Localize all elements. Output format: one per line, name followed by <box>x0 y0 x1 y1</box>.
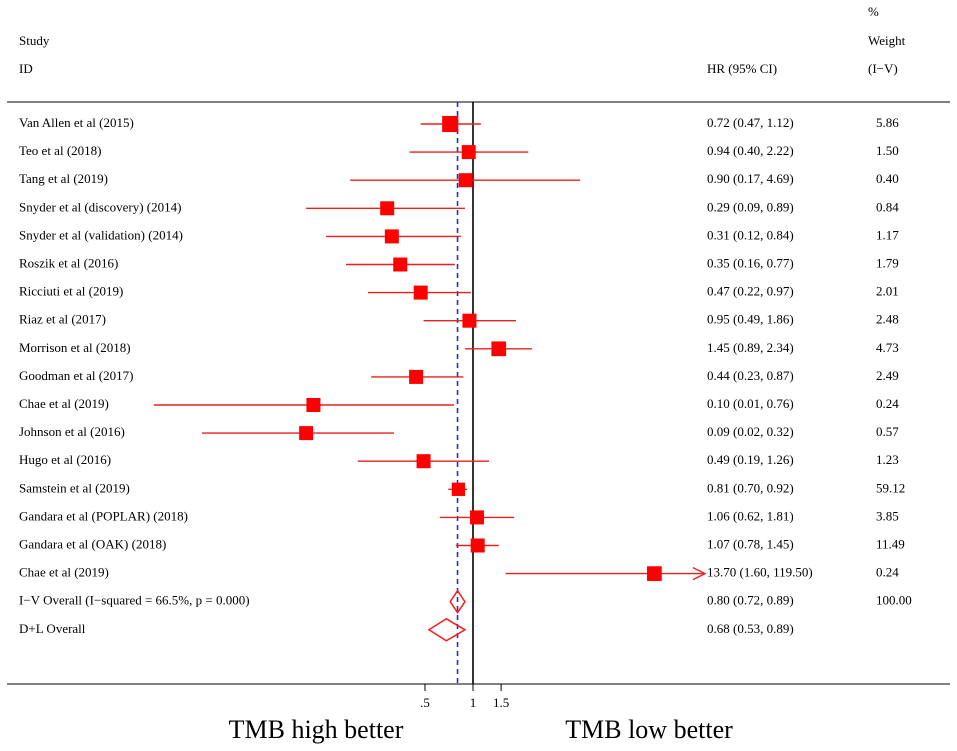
hr-value: 0.31 (0.12, 0.84) <box>707 227 794 242</box>
study-label: Samstein et al (2019) <box>19 480 130 495</box>
header-weight: Weight <box>868 33 906 48</box>
weight-value: 5.86 <box>876 115 899 130</box>
estimate-marker <box>470 538 485 553</box>
estimate-marker <box>451 482 466 496</box>
weight-value: 0.24 <box>876 565 899 580</box>
header-study: Study <box>19 33 50 48</box>
estimate-marker <box>299 426 314 441</box>
hr-value: 0.90 (0.17, 4.69) <box>707 171 794 186</box>
overall-hr-value: 0.68 (0.53, 0.89) <box>707 621 794 636</box>
right-direction-label: TMB low better <box>565 715 733 744</box>
study-label: Gandara et al (POPLAR) (2018) <box>19 508 188 523</box>
estimate-marker <box>306 398 321 412</box>
overall-hr-value: 0.80 (0.72, 0.89) <box>707 593 794 608</box>
study-label: Morrison et al (2018) <box>19 340 131 355</box>
weight-value: 1.23 <box>876 452 899 467</box>
study-label: Teo et al (2018) <box>19 143 101 158</box>
overall-weight-value: 100.00 <box>876 593 912 608</box>
weight-value: 2.01 <box>876 284 899 299</box>
estimate-marker <box>416 454 431 469</box>
estimate-marker <box>470 510 485 525</box>
study-label: Riaz et al (2017) <box>19 312 106 327</box>
hr-value: 1.07 (0.78, 1.45) <box>707 536 794 551</box>
header-hr: HR (95% CI) <box>707 61 777 76</box>
overall-diamond <box>449 589 466 615</box>
estimate-marker <box>393 257 408 272</box>
estimate-marker <box>458 173 473 188</box>
hr-value: 0.94 (0.40, 2.22) <box>707 143 794 158</box>
hr-value: 13.70 (1.60, 119.50) <box>707 565 813 580</box>
study-label: Gandara et al (OAK) (2018) <box>19 536 166 551</box>
weight-value: 1.50 <box>876 143 899 158</box>
hr-value: 0.35 (0.16, 0.77) <box>707 255 794 270</box>
header-weight-method: (I−V) <box>868 61 898 76</box>
ci-arrow <box>692 566 707 581</box>
estimate-marker <box>461 145 476 160</box>
estimate-marker <box>384 229 399 244</box>
weight-value: 59.12 <box>876 480 905 495</box>
study-label: Tang et al (2019) <box>19 171 108 186</box>
estimate-marker <box>409 369 424 384</box>
header-id: ID <box>19 61 33 76</box>
weight-value: 3.85 <box>876 508 899 523</box>
x-tick-label: 1.5 <box>493 695 509 710</box>
estimate-marker <box>413 285 428 300</box>
weight-value: 0.57 <box>876 424 899 439</box>
left-direction-label: TMB high better <box>229 715 404 744</box>
hr-value: 0.72 (0.47, 1.12) <box>707 115 794 130</box>
hr-value: 0.95 (0.49, 1.86) <box>707 312 794 327</box>
hr-value: 0.44 (0.23, 0.87) <box>707 368 794 383</box>
x-tick-label: 1 <box>470 695 477 710</box>
study-label: Chae et al (2019) <box>19 565 109 580</box>
weight-value: 2.48 <box>876 312 899 327</box>
estimate-marker <box>380 201 395 216</box>
study-label: Chae et al (2019) <box>19 396 109 411</box>
study-label: Snyder et al (validation) (2014) <box>19 227 183 242</box>
hr-value: 0.49 (0.19, 1.26) <box>707 452 794 467</box>
estimate-marker <box>491 341 507 357</box>
hr-value: 0.29 (0.09, 0.89) <box>707 199 794 214</box>
study-label: Roszik et al (2016) <box>19 255 118 270</box>
hr-value: 1.45 (0.89, 2.34) <box>707 340 794 355</box>
hr-value: 0.10 (0.01, 0.76) <box>707 396 794 411</box>
weight-value: 2.49 <box>876 368 899 383</box>
weight-value: 0.40 <box>876 171 899 186</box>
study-label: Hugo et al (2016) <box>19 452 111 467</box>
study-label: Van Allen et al (2015) <box>19 115 134 130</box>
weight-value: 1.79 <box>876 255 899 270</box>
hr-value: 0.47 (0.22, 0.97) <box>707 284 794 299</box>
study-label: Johnson et al (2016) <box>19 424 125 439</box>
hr-value: 0.09 (0.02, 0.32) <box>707 424 794 439</box>
hr-value: 1.06 (0.62, 1.81) <box>707 508 794 523</box>
weight-value: 1.17 <box>876 227 899 242</box>
study-label: Snyder et al (discovery) (2014) <box>19 199 181 214</box>
study-label: Ricciuti et al (2019) <box>19 284 123 299</box>
overall-diamond <box>427 617 467 642</box>
weight-value: 0.24 <box>876 396 899 411</box>
weight-value: 0.84 <box>876 199 899 214</box>
x-tick-label: .5 <box>420 695 430 710</box>
hr-value: 0.81 (0.70, 0.92) <box>707 480 794 495</box>
header-weight-pct: % <box>868 4 879 19</box>
estimate-marker <box>442 115 459 133</box>
study-label: Goodman et al (2017) <box>19 368 133 383</box>
weight-value: 11.49 <box>876 536 905 551</box>
overall-label: I−V Overall (I−squared = 66.5%, p = 0.00… <box>19 593 250 608</box>
overall-label: D+L Overall <box>19 621 86 636</box>
weight-value: 4.73 <box>876 340 899 355</box>
estimate-marker <box>462 313 477 328</box>
estimate-marker <box>647 566 662 581</box>
